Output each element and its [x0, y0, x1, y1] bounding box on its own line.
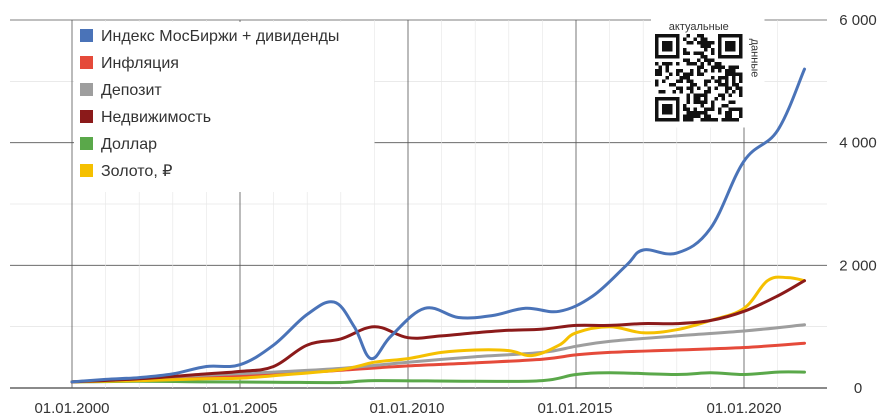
legend-swatch — [80, 110, 93, 123]
x-tick-label: 01.01.2015 — [537, 400, 612, 417]
qr-caption: актуальные — [669, 21, 729, 33]
y-tick-label: 2 000 — [839, 257, 877, 274]
qr-caption: данные — [749, 39, 761, 78]
series-line-4 — [70, 370, 806, 385]
legend-label: Депозит — [101, 82, 162, 99]
series-lines — [70, 67, 806, 385]
legend-swatch — [80, 56, 93, 69]
legend-swatch — [80, 83, 93, 96]
y-tick-label: 4 000 — [839, 135, 877, 152]
legend: Индекс МосБиржи + дивиденды Инфляция Депоз… — [74, 22, 374, 192]
y-tick-label: 0 — [854, 380, 862, 397]
legend-label: Индекс МосБиржи + дивиденды — [101, 28, 339, 45]
legend-background — [74, 22, 374, 192]
x-tick-label: 01.01.2005 — [202, 400, 277, 417]
legend-label: Инфляция — [101, 55, 179, 72]
legend-label: Доллар — [101, 136, 157, 153]
legend-swatch — [80, 29, 93, 42]
legend-label: Недвижимость — [101, 109, 211, 126]
y-axis-ticks: 0 2 000 4 000 6 000 — [839, 12, 877, 397]
legend-swatch — [80, 164, 93, 177]
qr-code: актуальные данные — [651, 18, 765, 128]
qr-pattern — [655, 34, 743, 122]
x-tick-label: 01.01.2000 — [34, 400, 109, 417]
y-tick-label: 6 000 — [839, 12, 877, 29]
x-tick-label: 01.01.2010 — [369, 400, 444, 417]
series-line-0 — [70, 67, 806, 384]
series-line-3 — [70, 279, 806, 384]
x-axis-ticks: 01.01.2000 01.01.2005 01.01.2010 01.01.2015… — [34, 400, 781, 417]
legend-swatch — [80, 137, 93, 150]
series-line-1 — [70, 341, 806, 384]
x-tick-label: 01.01.2020 — [706, 400, 781, 417]
legend-label: Золото, ₽ — [101, 163, 172, 180]
